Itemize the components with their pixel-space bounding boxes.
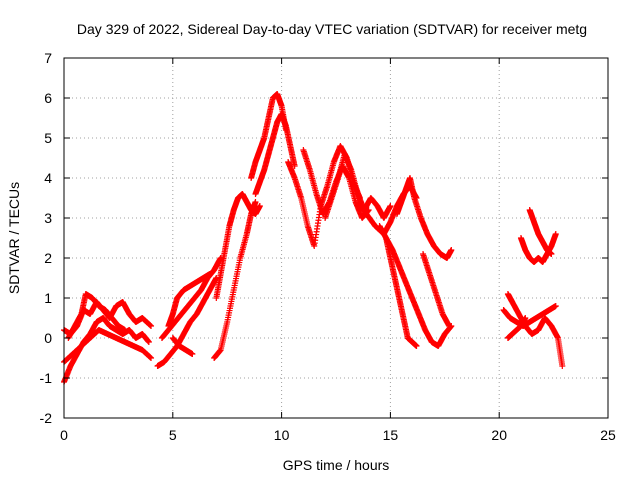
y-tick-label: 5 — [44, 130, 52, 146]
data-point — [446, 323, 453, 329]
y-axis-label: SDTVAR / TECUs — [6, 182, 22, 294]
data-point — [552, 231, 559, 237]
series-track-y — [504, 315, 529, 341]
y-tick-label: 7 — [44, 50, 52, 66]
x-tick-label: 25 — [600, 427, 616, 443]
series-track-l — [252, 111, 298, 197]
data-point — [148, 323, 155, 329]
x-tick-label: 15 — [383, 427, 399, 443]
data-point — [206, 271, 213, 277]
series-track-g — [165, 271, 213, 329]
axis-ticks: 0 5 10 15 20 25 -2 -1 0 1 2 3 4 5 6 7 — [40, 50, 616, 443]
y-tick-label: 2 — [44, 250, 52, 266]
data-point — [387, 203, 394, 209]
x-tick-label: 20 — [491, 427, 507, 443]
series-track-v — [504, 291, 566, 369]
y-tick-label: 4 — [44, 170, 52, 186]
series-track-k — [248, 91, 289, 181]
data-point — [256, 203, 263, 209]
data-point — [413, 343, 420, 349]
series-track-t — [420, 251, 453, 329]
data-point — [252, 199, 259, 205]
x-tick-label: 0 — [60, 427, 68, 443]
y-tick-label: 6 — [44, 90, 52, 106]
chart-title: Day 329 of 2022, Sidereal Day-to-day VTE… — [77, 21, 587, 37]
series-track-j — [213, 191, 263, 301]
series-track-d — [65, 291, 128, 341]
data-point — [522, 315, 529, 321]
y-tick-label: -1 — [40, 370, 53, 386]
series-track-s — [393, 175, 455, 261]
data-point — [189, 351, 196, 357]
y-tick-label: 0 — [44, 330, 52, 346]
x-tick-label: 10 — [274, 427, 290, 443]
data-points — [61, 91, 566, 385]
data-point — [145, 339, 152, 345]
series-track-x — [526, 207, 555, 257]
data-point — [448, 247, 455, 253]
data-point — [552, 303, 559, 309]
y-tick-label: 3 — [44, 210, 52, 226]
grid-lines — [64, 58, 608, 418]
plot-frame — [63, 57, 609, 419]
data-point — [148, 355, 155, 361]
data-point — [121, 327, 128, 333]
data-point — [548, 251, 555, 257]
series-track-m — [285, 143, 363, 249]
series-track-r — [383, 235, 420, 349]
series-track-h — [169, 335, 196, 357]
data-point — [559, 363, 566, 369]
y-tick-label: 1 — [44, 290, 52, 306]
series-track-w — [517, 231, 559, 265]
x-axis-label: GPS time / hours — [283, 457, 390, 473]
y-tick-label: -2 — [40, 410, 53, 426]
x-tick-label: 5 — [169, 427, 177, 443]
